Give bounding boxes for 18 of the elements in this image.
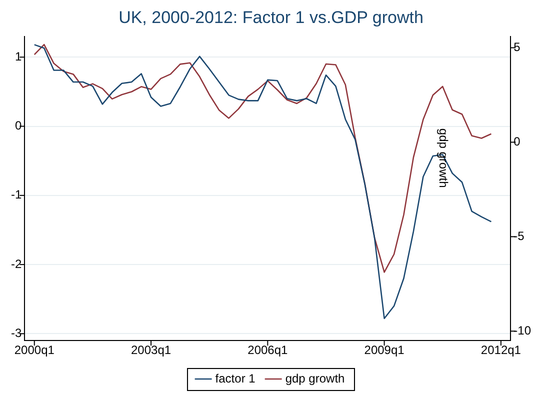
chart-title: UK, 2000-2012: Factor 1 vs.GDP growth xyxy=(118,8,424,27)
y-tick-label: -1 xyxy=(11,188,22,202)
legend-label: factor 1 xyxy=(215,371,256,386)
x-tick-label: 2003q1 xyxy=(131,343,172,358)
y-tick-label: -2 xyxy=(11,256,22,271)
x-tick-label: 2006q1 xyxy=(248,343,288,358)
y2-tick-label: -5 xyxy=(514,228,525,243)
y-tick-label: 0 xyxy=(14,118,22,133)
y2-axis-title: gdp growth xyxy=(436,128,450,188)
y-tick-label: -3 xyxy=(11,326,22,340)
x-tick-label: 2000q1 xyxy=(14,343,55,358)
legend-label: gdp growth xyxy=(285,371,345,386)
x-tick-label: 2012q1 xyxy=(480,343,522,358)
y2-tick-label: 5 xyxy=(514,40,521,54)
y-tick-label: 1 xyxy=(14,49,22,64)
x-tick-label: 2009q1 xyxy=(364,343,405,358)
y2-tick-label: -10 xyxy=(514,323,532,338)
y2-tick-label: 0 xyxy=(514,134,521,149)
